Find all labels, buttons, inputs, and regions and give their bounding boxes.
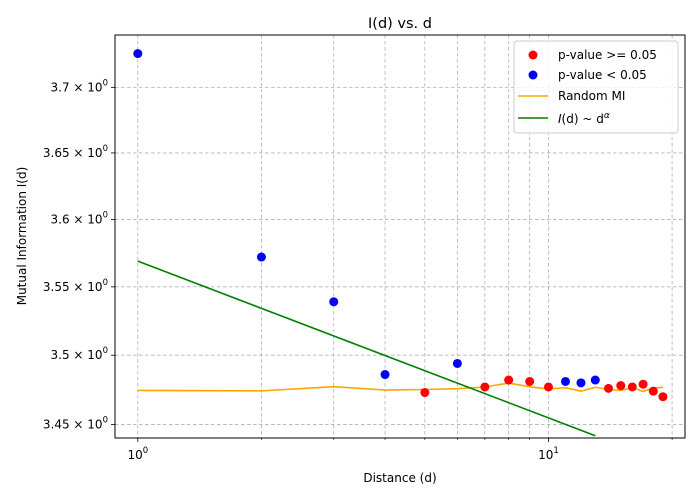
- y-tick-label: 3.7 × 100: [51, 78, 108, 94]
- data-point-series-0: [603, 383, 613, 393]
- legend-marker-p-value-high: [528, 50, 538, 60]
- data-point-series-0: [616, 381, 626, 391]
- grid: [115, 35, 685, 438]
- plot-series: [133, 49, 668, 437]
- data-point-series-1: [133, 49, 143, 59]
- data-point-series-0: [627, 382, 637, 392]
- data-point-series-1: [560, 376, 570, 386]
- legend-label-power-law: I(d) ~ dα: [558, 111, 610, 126]
- data-point-series-1: [590, 375, 600, 385]
- axis-ticks: 100 101 3.45 × 100 3.5 × 100 3.55 × 100 3.6 ×…: [43, 78, 673, 462]
- legend: p-value >= 0.05 p-value < 0.05 Random MI…: [513, 40, 679, 134]
- y-tick-label: 3.55 × 100: [43, 278, 108, 294]
- data-point-series-0: [420, 388, 430, 398]
- legend-box: [513, 40, 679, 134]
- legend-label-p-value-high: p-value >= 0.05: [558, 48, 657, 62]
- data-point-series-0: [504, 375, 514, 385]
- data-point-series-0: [658, 392, 668, 402]
- data-point-series-0: [543, 382, 553, 392]
- y-tick-label: 3.6 × 100: [51, 210, 108, 226]
- data-point-series-0: [648, 386, 658, 396]
- legend-label-random-mi: Random MI: [558, 89, 625, 103]
- series-line-3: [137, 260, 596, 437]
- data-point-series-0: [638, 379, 648, 389]
- legend-label-p-value-low: p-value < 0.05: [558, 68, 647, 82]
- data-point-series-1: [576, 378, 586, 388]
- y-axis-label: Mutual Information I(d): [15, 167, 29, 306]
- data-point-series-1: [452, 358, 462, 368]
- plot-frame: [114, 34, 686, 439]
- data-point-series-1: [256, 252, 266, 262]
- y-tick-label: 3.65 × 100: [43, 144, 108, 160]
- x-axis-label: Distance (d): [363, 471, 436, 485]
- data-point-series-1: [329, 297, 339, 307]
- x-tick-label: 100: [127, 446, 148, 462]
- x-tick-label: 101: [538, 446, 559, 462]
- y-tick-label: 3.45 × 100: [43, 416, 108, 432]
- legend-marker-p-value-low: [528, 70, 538, 80]
- y-tick-label: 3.5 × 100: [51, 346, 108, 362]
- data-point-series-0: [525, 376, 535, 386]
- chart-title: I(d) vs. d: [368, 16, 432, 32]
- data-point-series-1: [380, 370, 390, 380]
- data-point-series-0: [480, 382, 490, 392]
